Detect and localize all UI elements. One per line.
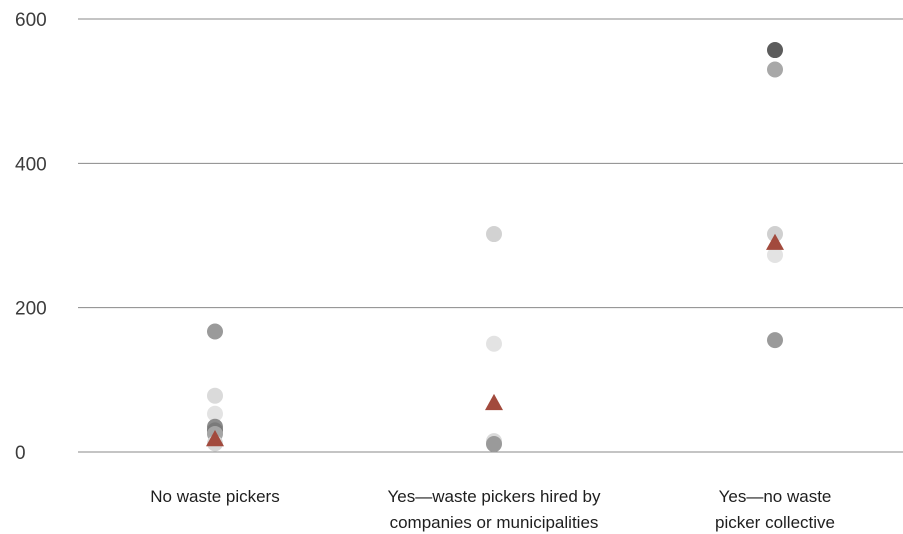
data-point bbox=[767, 61, 783, 78]
scatter-points bbox=[207, 42, 783, 453]
category-label: companies or municipalities bbox=[390, 513, 599, 532]
data-point bbox=[486, 335, 502, 352]
data-point bbox=[207, 323, 223, 340]
y-tick-label: 600 bbox=[15, 10, 47, 31]
data-point bbox=[486, 226, 502, 243]
gridlines bbox=[78, 18, 903, 453]
mean-marker bbox=[206, 430, 224, 447]
y-axis-ticks: 0 200 400 600 bbox=[15, 10, 47, 464]
mean-marker bbox=[485, 393, 503, 411]
category-label: picker collective bbox=[715, 513, 835, 532]
y-tick-label: 200 bbox=[15, 299, 47, 320]
category-label: Yes—no waste bbox=[719, 487, 832, 506]
data-point bbox=[486, 436, 502, 453]
y-tick-label: 0 bbox=[15, 443, 26, 464]
category-label: No waste pickers bbox=[150, 487, 279, 506]
data-point bbox=[767, 246, 783, 263]
x-axis-labels: No waste pickers Yes—waste pickers hired … bbox=[150, 487, 835, 532]
category-label: Yes—waste pickers hired by bbox=[388, 487, 601, 506]
y-tick-label: 400 bbox=[15, 154, 47, 175]
mean-marker bbox=[766, 233, 784, 250]
data-point bbox=[767, 42, 783, 59]
mean-markers bbox=[206, 233, 784, 447]
data-point bbox=[207, 405, 223, 422]
data-point bbox=[767, 332, 783, 349]
data-point bbox=[207, 387, 223, 404]
